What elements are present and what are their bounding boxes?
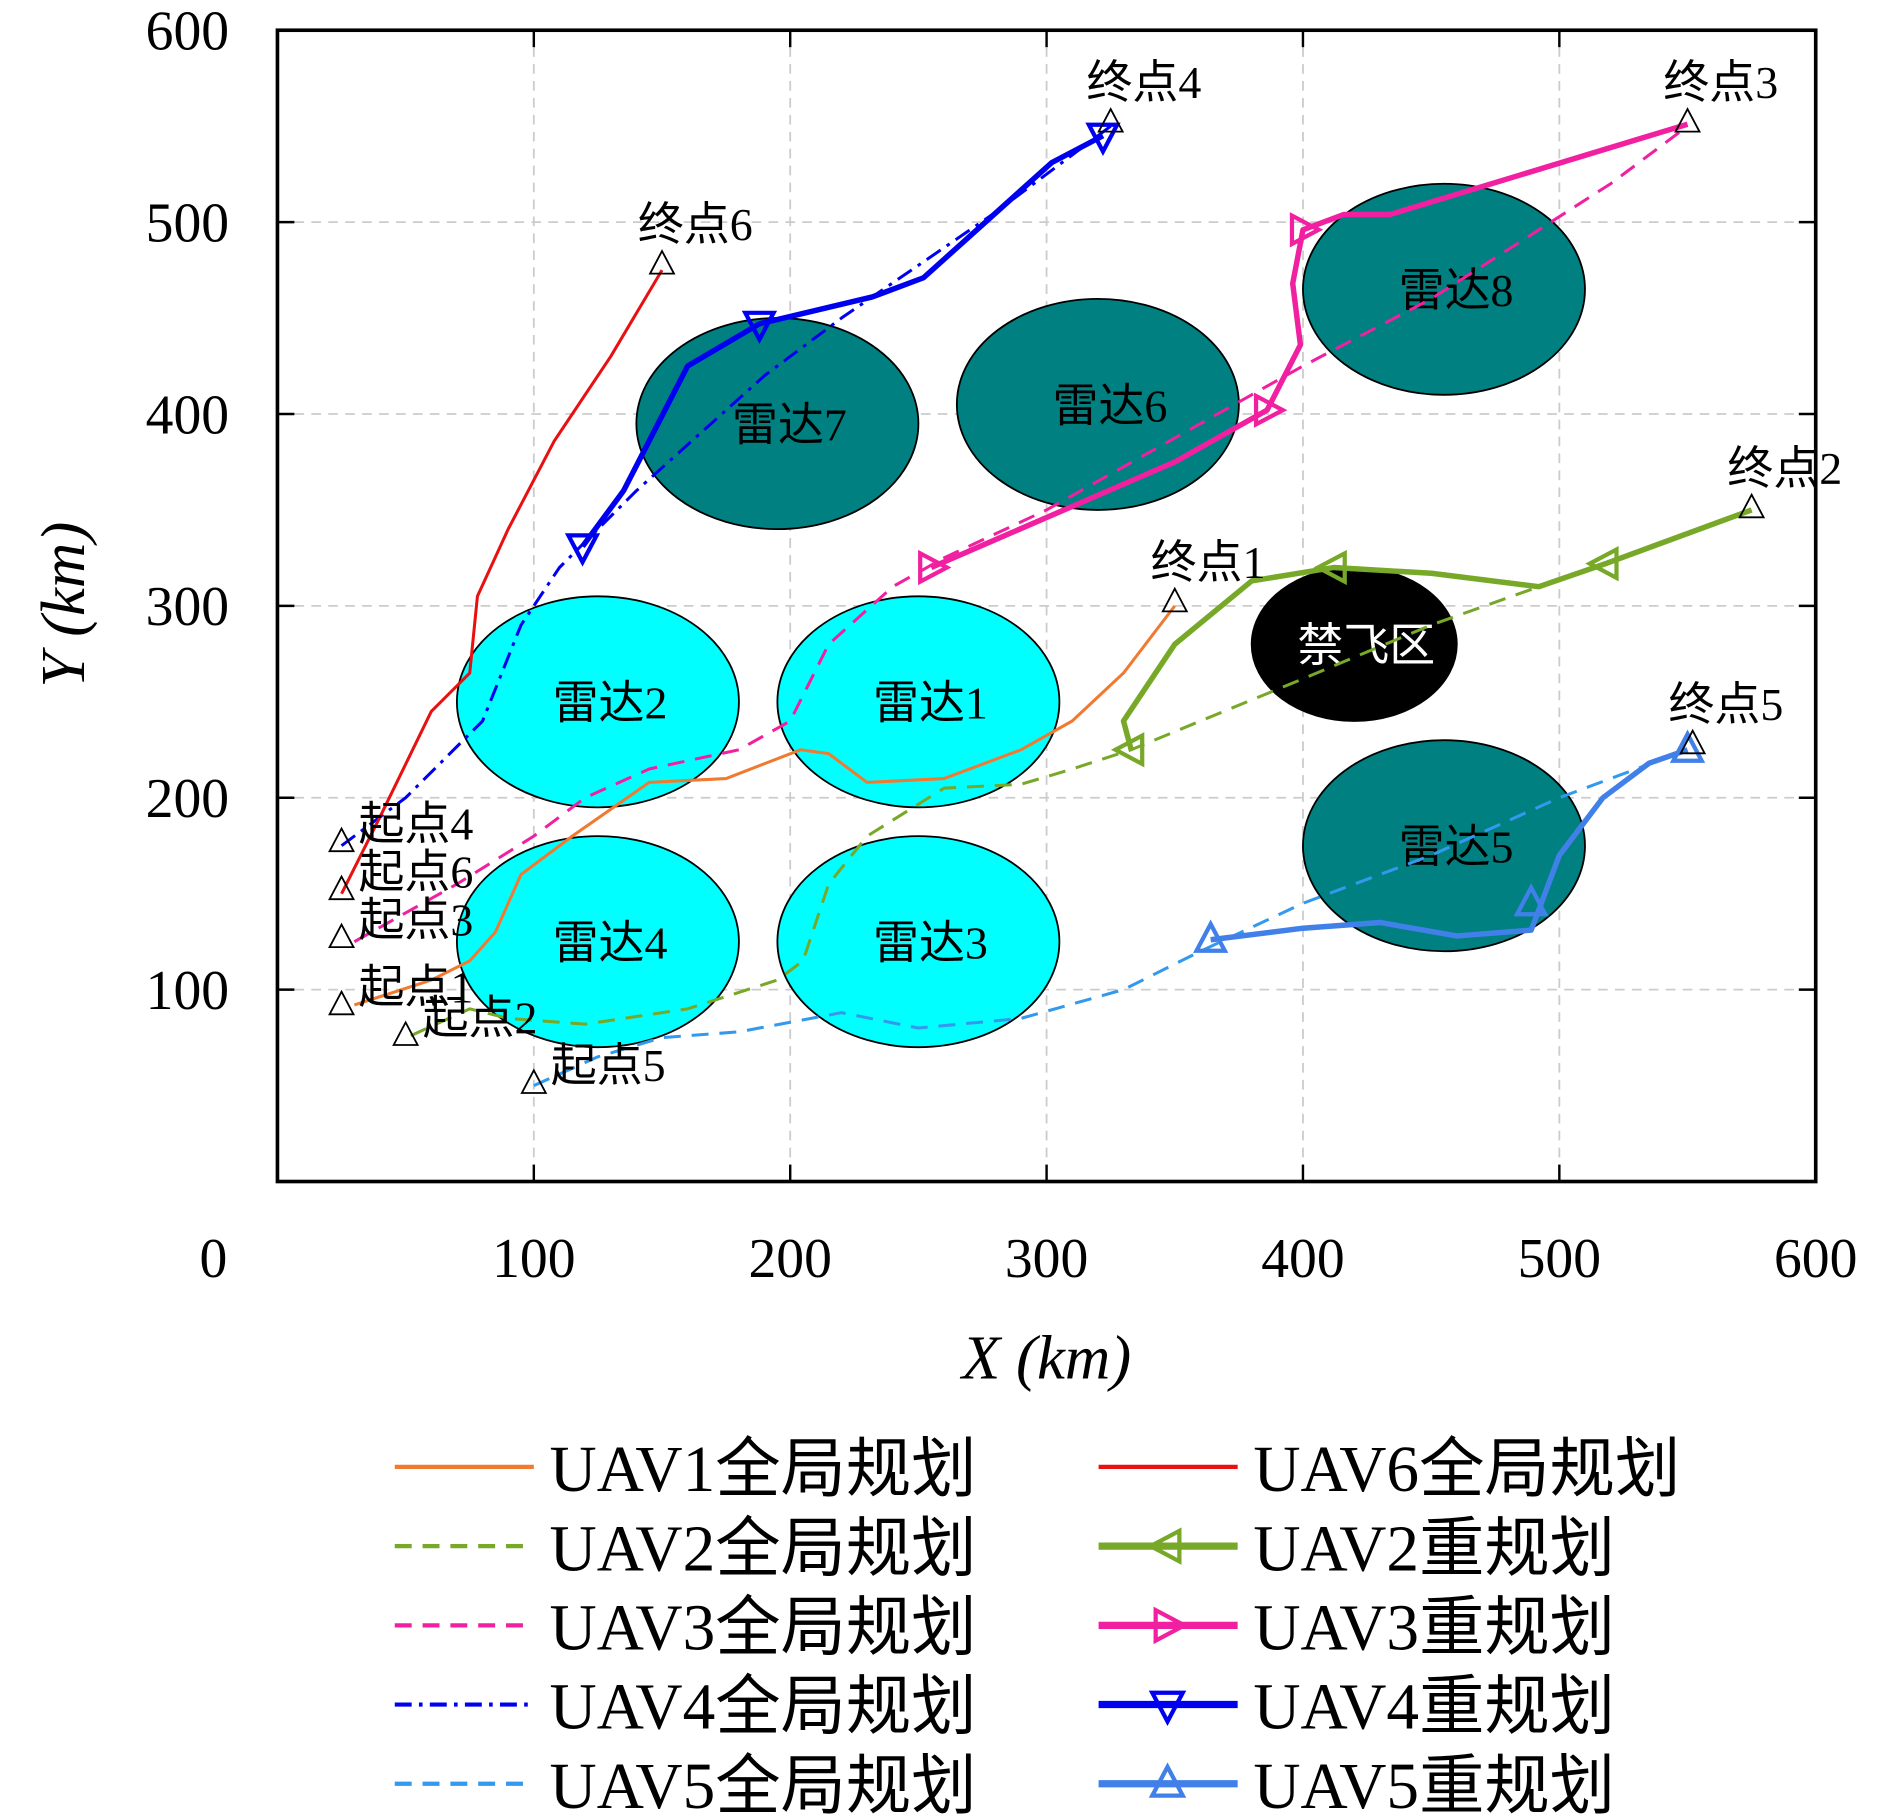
series-line — [353, 604, 1176, 1007]
radar-zone — [776, 835, 1061, 1049]
end-point-label: 终点6 — [638, 199, 753, 250]
series-marker — [1110, 732, 1145, 768]
end-point-label: 终点2 — [1727, 443, 1842, 494]
y-tick-label: 500 — [146, 192, 229, 254]
x-axis-label: X (km) — [959, 1323, 1131, 1393]
series-marker — [1513, 883, 1549, 917]
end-point-label: 终点3 — [1663, 57, 1778, 108]
radar-zone — [1302, 739, 1586, 953]
start-point-label: 起点2 — [423, 992, 538, 1043]
series-line — [410, 585, 1540, 1038]
legend-label: UAV4全局规划 — [550, 1672, 977, 1744]
zone-label: 雷达2 — [553, 678, 668, 729]
radar-zone — [776, 595, 1061, 809]
start-point-label: 起点5 — [551, 1040, 666, 1091]
end-point-label: 终点1 — [1151, 537, 1266, 588]
legend-label: UAV5重规划 — [1253, 1751, 1615, 1814]
series-line — [1210, 747, 1689, 943]
series-line — [533, 748, 1689, 1087]
radar-zone — [456, 595, 740, 809]
series-line — [353, 124, 1689, 943]
zone-label: 雷达1 — [873, 678, 988, 729]
series-marker — [1313, 549, 1347, 586]
series-marker — [1585, 545, 1619, 582]
start-point-label: 起点6 — [358, 846, 473, 897]
end-point-label: 终点5 — [1668, 679, 1783, 730]
series-line — [340, 269, 664, 895]
start-point-marker — [520, 1068, 548, 1094]
zone-label: 禁飞区 — [1297, 620, 1435, 671]
legend-label: UAV3全局规划 — [550, 1593, 977, 1665]
legend-marker — [1146, 1527, 1182, 1565]
y-tick-label: 400 — [146, 384, 229, 446]
legend-marker — [1148, 1690, 1187, 1727]
series-marker — [1193, 919, 1229, 953]
legend-label: UAV2重规划 — [1253, 1513, 1615, 1585]
series-marker — [741, 310, 778, 345]
start-point-label: 起点4 — [358, 798, 473, 849]
end-point-marker — [1738, 492, 1766, 519]
y-axis-label: Y (km) — [28, 522, 98, 688]
zone-label: 雷达5 — [1399, 822, 1514, 873]
legend-label: UAV3重规划 — [1253, 1593, 1615, 1665]
legend-label: UAV1全局规划 — [550, 1434, 977, 1506]
x-tick-label: 0 — [199, 1228, 227, 1290]
start-point-marker — [328, 989, 356, 1016]
y-tick-label: 300 — [146, 576, 229, 638]
zone-label: 雷达4 — [553, 918, 668, 969]
end-point-label: 终点4 — [1086, 57, 1201, 108]
y-tick-label: 100 — [146, 960, 229, 1022]
legend-label: UAV6全局规划 — [1253, 1434, 1680, 1506]
x-tick-label: 300 — [1005, 1228, 1088, 1290]
axes: 0 100 200 300 400 500 600 100 200 300 400 500 600 — [146, 1, 1858, 1290]
series-marker — [1669, 729, 1706, 763]
series-line — [580, 133, 1105, 549]
x-tick-label: 100 — [492, 1228, 575, 1290]
y-tick-label: 600 — [146, 1, 229, 63]
start-point-marker — [328, 874, 356, 901]
start-point-label: 起点3 — [358, 894, 473, 945]
zone-label: 雷达3 — [873, 918, 988, 969]
x-tick-label: 200 — [748, 1228, 831, 1290]
radar-zones: 雷达1 雷达2 雷达3 雷达4 雷达5 雷达6 雷达7 雷达8 禁飞区 — [456, 182, 1586, 1049]
series-marker — [1253, 392, 1288, 428]
series-marker — [564, 533, 601, 567]
end-point-marker — [1674, 107, 1702, 133]
end-point-marker — [1161, 586, 1189, 613]
zone-label: 雷达6 — [1053, 380, 1168, 431]
series-line — [340, 124, 1112, 847]
start-point-label: 起点1 — [358, 962, 473, 1013]
series-line — [1120, 507, 1753, 751]
x-tick-label: 400 — [1261, 1228, 1344, 1290]
legend-marker — [1153, 1606, 1189, 1645]
end-point-marker — [1679, 728, 1707, 755]
series-line — [930, 121, 1689, 570]
series-lines — [340, 121, 1753, 1087]
end-point-marker — [1097, 107, 1125, 133]
legend-marker — [1148, 1762, 1187, 1798]
start-point-marker — [328, 826, 356, 853]
y-tick-label: 200 — [146, 768, 229, 830]
legend-label: UAV2全局规划 — [550, 1513, 977, 1585]
legend-label: UAV4重规划 — [1253, 1672, 1615, 1744]
zone-label: 雷达8 — [1399, 265, 1514, 316]
radar-zone — [955, 297, 1240, 511]
x-tick-label: 600 — [1774, 1228, 1857, 1290]
series-marker — [918, 549, 952, 586]
series-marker — [1289, 212, 1324, 248]
radar-zone — [456, 835, 740, 1049]
zone-label: 雷达7 — [732, 400, 847, 451]
x-tick-label: 500 — [1518, 1228, 1601, 1290]
start-point-marker — [392, 1020, 420, 1046]
start-point-marker — [328, 922, 356, 949]
legend-label: UAV5全局规划 — [550, 1751, 977, 1814]
end-point-marker — [648, 249, 676, 275]
